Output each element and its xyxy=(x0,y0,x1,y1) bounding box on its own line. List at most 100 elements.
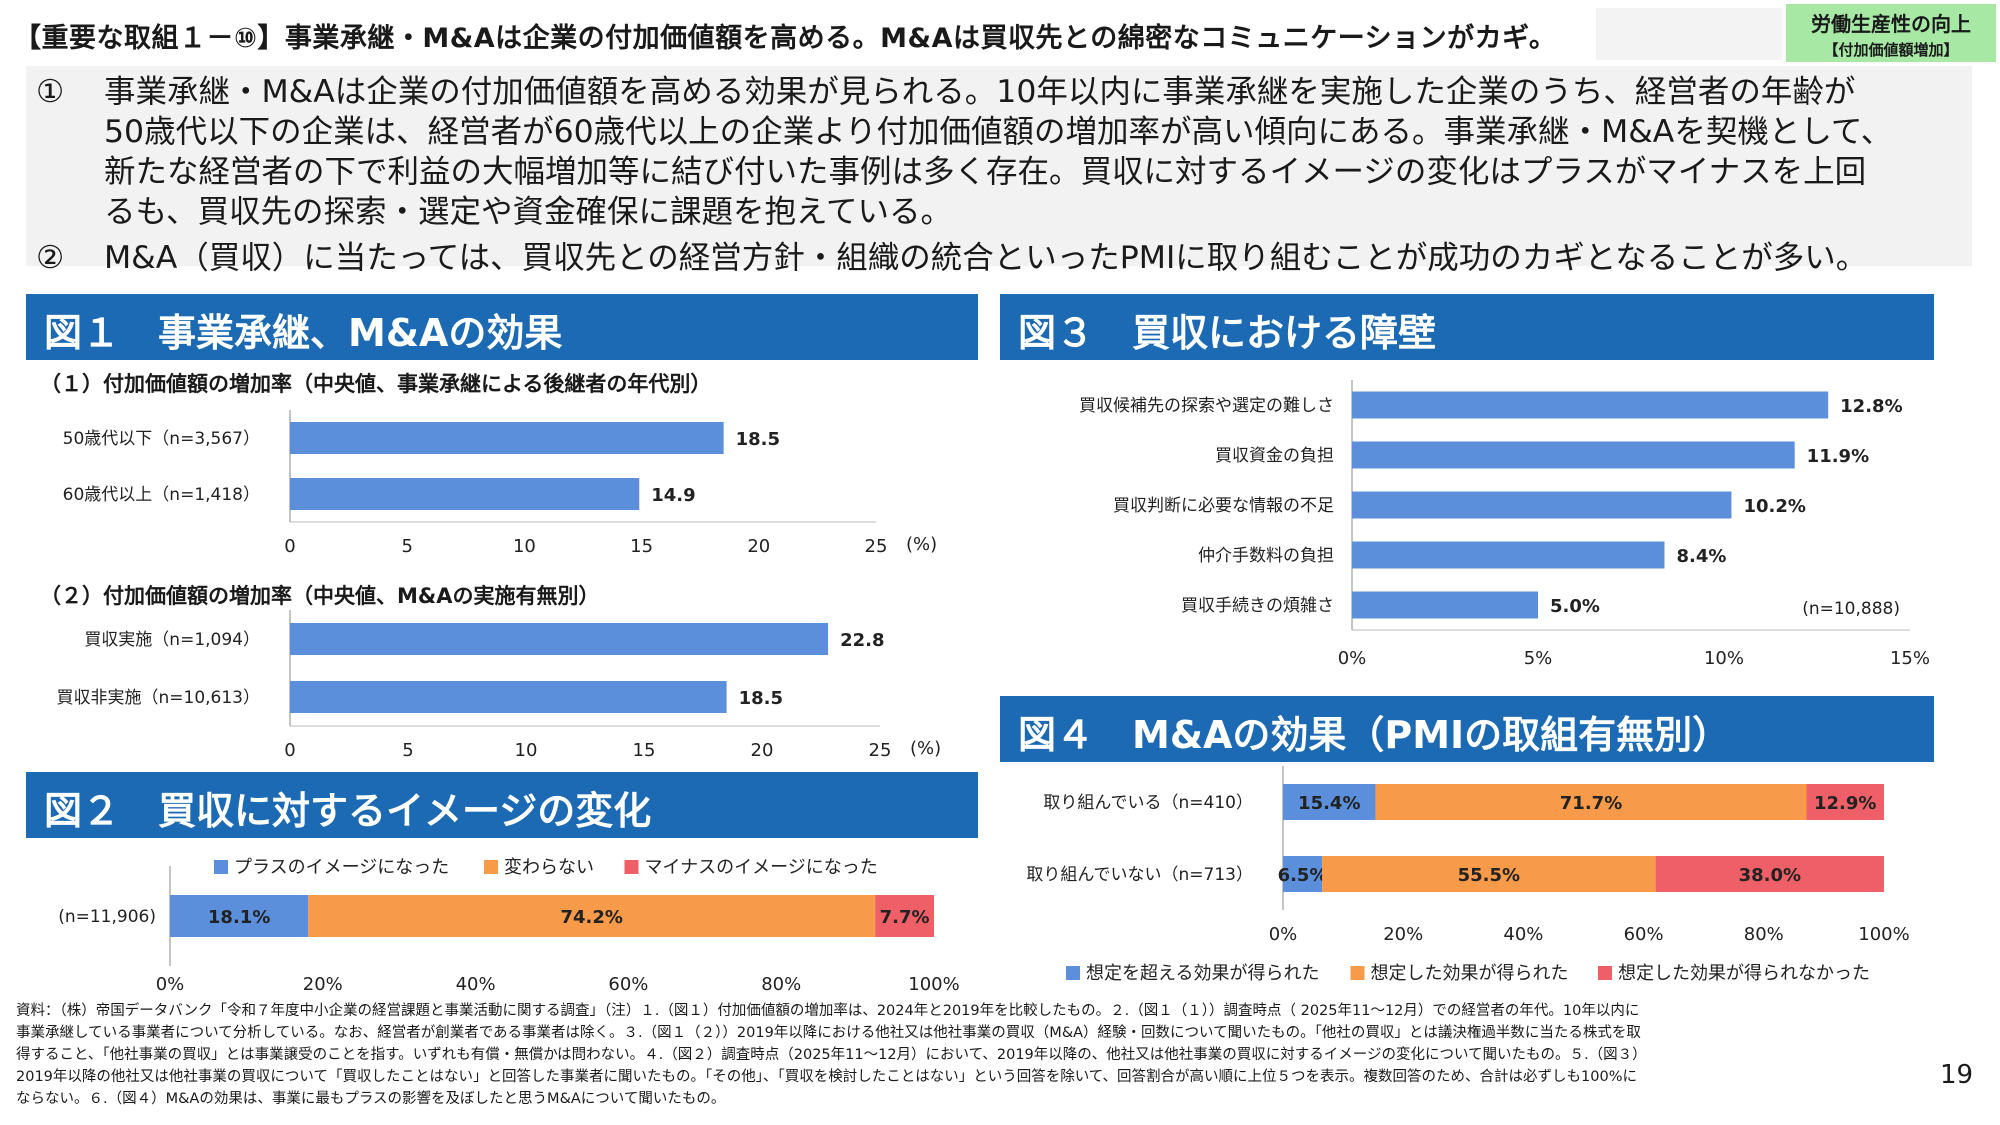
fig4-legend-label: 想定した効果が得られなかった xyxy=(1618,963,1870,984)
fig2-tick-label: 100% xyxy=(908,974,959,995)
footnote-line: 事業承継している事業者について分析している。なお、経営者が創業者である事業者は除… xyxy=(16,1025,1641,1041)
fig2-legend-label: 変わらない xyxy=(504,857,594,878)
fig4-segment xyxy=(1375,784,1807,820)
fig1-1-tick-label: 0 xyxy=(284,536,295,557)
fig1-title: 図１ 事業承継、M&Aの効果 xyxy=(44,311,563,355)
summary-box: ① 事業承継・M&Aは企業の付加価値額を高める効果が見られる。10年以内に事業承… xyxy=(26,66,1972,276)
fig1-2-bar xyxy=(290,623,829,655)
fig1-2-tick-label: 0 xyxy=(284,740,295,761)
title-spacer xyxy=(1596,8,1782,60)
fig4-segment-label: 12.9% xyxy=(1814,793,1876,814)
fig4-segment xyxy=(1322,856,1656,892)
fig4-segment xyxy=(1655,856,1884,892)
fig3-bar xyxy=(1352,491,1732,519)
summary-line: るも、買収先の探索・選定や資金確保に課題を抱えている。 xyxy=(104,194,952,230)
summary-line: 新たな経営者の下で利益の大幅増加等に結び付いた事例は多く存在。買収に対するイメー… xyxy=(104,154,1867,190)
fig2-legend-label: マイナスのイメージになった xyxy=(645,857,878,878)
fig4-tick-label: 0% xyxy=(1269,924,1298,945)
fig1-2-tick-label: 25 xyxy=(869,740,892,761)
category-badge: 労働生産性の向上 【付加価値額増加】 xyxy=(1786,4,1996,62)
footnote-line: 2019年以降の他社又は他社事業の買収について「買収したことはない」と回答した事… xyxy=(16,1069,1638,1085)
fig3-bar xyxy=(1352,391,1829,419)
fig1-1-tick-label: 5 xyxy=(401,536,412,557)
footnote: 資料：（株）帝国データバンク「令和７年度中小企業の経営課題と事業活動に関する調査… xyxy=(16,1000,1916,1110)
fig3-value-label: 10.2% xyxy=(1743,496,1805,517)
footnote-line: ならない。６.（図４）M&Aの効果は、事業に最もプラスの影響を及ぼしたと思うM&… xyxy=(16,1091,726,1107)
title-bar: 【重要な取組１－⑩】事業承継・M&Aは企業の付加価値額を高める。M&Aは買収先と… xyxy=(0,0,2000,66)
fig4-segment-label: 6.5% xyxy=(1278,865,1328,886)
fig4-category-label: 取り組んでいない（n=713） xyxy=(1026,865,1253,885)
fig3-category-label: 買収手続きの煩雑さ xyxy=(1181,596,1334,616)
summary-item-2-text: M&A（買収）に当たっては、買収先との経営方針・組織の統合といったPMIに取り組… xyxy=(104,240,1868,276)
badge-line2: 【付加価値額増加】 xyxy=(1823,41,1959,59)
fig3-value-label: 8.4% xyxy=(1676,546,1726,567)
fig3-category-label: 買収判断に必要な情報の不足 xyxy=(1113,496,1334,516)
fig2-header: 図２ 買収に対するイメージの変化 xyxy=(26,772,978,838)
fig4-header: 図４ M&Aの効果（PMIの取組有無別） xyxy=(1000,696,1934,762)
fig1-2-value-label: 22.8 xyxy=(840,630,884,651)
fig4-title: 図４ M&Aの効果（PMIの取組有無別） xyxy=(1018,713,1731,757)
fig4-tick-label: 80% xyxy=(1744,924,1784,945)
fig4-tick-label: 60% xyxy=(1624,924,1664,945)
fig3-category-label: 買収資金の負担 xyxy=(1215,446,1334,466)
fig3-bar xyxy=(1352,591,1538,619)
summary-line: 事業承継・M&Aは企業の付加価値額を高める効果が見られる。10年以内に事業承継を… xyxy=(104,74,1856,110)
fig4-tick-label: 40% xyxy=(1503,924,1543,945)
fig1-2-tick-label: 15 xyxy=(633,740,656,761)
fig1-1-value-label: 18.5 xyxy=(736,429,780,450)
page-title: 【重要な取組１－⑩】事業承継・M&Aは企業の付加価値額を高める。M&Aは買収先と… xyxy=(14,23,1557,54)
fig2-legend-label: プラスのイメージになった xyxy=(234,857,449,878)
fig1-2-tick-label: 20 xyxy=(751,740,774,761)
fig4-segment-label: 38.0% xyxy=(1739,865,1801,886)
fig2-tick-label: 0% xyxy=(156,974,185,995)
summary-line: 50歳代以下の企業は、経営者が60歳代以上の企業より付加価値額の増加率が高い傾向… xyxy=(104,114,1893,150)
fig1-1-bar xyxy=(290,478,640,510)
fig2-segment-label: 7.7% xyxy=(880,907,930,928)
fig2-tick-label: 80% xyxy=(761,974,801,995)
fig4-segment-label: 71.7% xyxy=(1560,793,1622,814)
page-number: 19 xyxy=(1940,1060,1974,1090)
fig1-2-value-label: 18.5 xyxy=(739,688,783,709)
fig4-legend-swatch xyxy=(1350,966,1365,980)
fig3-bar xyxy=(1352,441,1795,469)
fig1-subtitle-2: （２）付加価値額の増加率（中央値、M&Aの実施有無別） xyxy=(40,584,600,608)
fig1-1-tick-label: 25 xyxy=(865,536,888,557)
fig4-category-label: 取り組んでいる（n=410） xyxy=(1043,793,1253,813)
fig2-title: 図２ 買収に対するイメージの変化 xyxy=(44,789,652,833)
summary-item-1-number: ① xyxy=(36,74,65,110)
fig1-1-tick-label: 20 xyxy=(747,536,770,557)
fig2-segment xyxy=(875,895,934,937)
fig3-header: 図３ 買収における障壁 xyxy=(1000,294,1934,360)
fig2-legend-swatch xyxy=(214,860,228,874)
fig3-title: 図３ 買収における障壁 xyxy=(1018,311,1437,355)
fig4-legend-swatch xyxy=(1066,966,1080,980)
fig3-bar xyxy=(1352,541,1665,569)
summary-item-2-number: ② xyxy=(36,240,65,276)
fig2-tick-label: 20% xyxy=(303,974,343,995)
fig1-1-bar xyxy=(290,422,724,454)
fig1-2-tick-label: 10 xyxy=(515,740,538,761)
fig4-segment xyxy=(1283,856,1323,892)
fig2-segment-label: 74.2% xyxy=(561,907,623,928)
fig3-tick-label: 10% xyxy=(1704,648,1744,669)
fig4-tick-label: 100% xyxy=(1858,924,1909,945)
summary-item-1-text: 事業承継・M&Aは企業の付加価値額を高める効果が見られる。10年以内に事業承継を… xyxy=(104,72,2000,232)
fig2-segment-label: 18.1% xyxy=(208,907,270,928)
fig1-1-value-label: 14.9 xyxy=(651,485,695,506)
fig1-1-category-label: 60歳代以上（n=1,418） xyxy=(63,485,260,505)
badge-line1: 労働生産性の向上 xyxy=(1811,12,1971,36)
fig1-1-tick-label: 15 xyxy=(630,536,653,557)
fig3-tick-label: 0% xyxy=(1338,648,1367,669)
fig3-value-label: 12.8% xyxy=(1840,396,1902,417)
fig1-header: 図１ 事業承継、M&Aの効果 xyxy=(26,294,978,360)
fig2-tick-label: 60% xyxy=(608,974,648,995)
fig2-legend-swatch xyxy=(484,860,498,874)
fig1-1-category-label: 50歳代以下（n=3,567） xyxy=(63,429,260,449)
fig2-segment xyxy=(308,895,876,937)
fig1-2-category-label: 買収実施（n=1,094） xyxy=(84,630,260,650)
fig1-2-unit-label: (%) xyxy=(910,738,941,759)
fig3-tick-label: 15% xyxy=(1890,648,1930,669)
fig3-value-label: 11.9% xyxy=(1807,446,1869,467)
fig1-2-bar xyxy=(290,681,727,713)
